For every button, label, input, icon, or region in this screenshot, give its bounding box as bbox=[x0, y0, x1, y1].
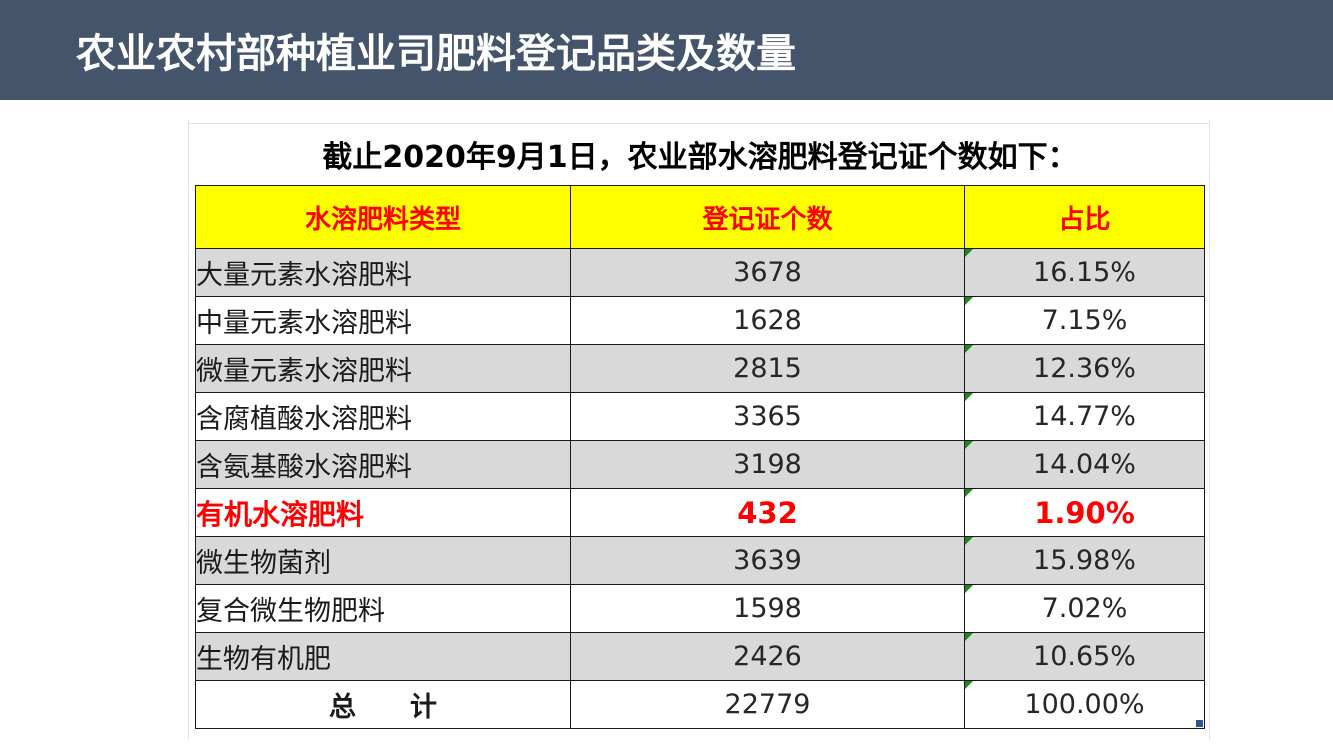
table-row: 复合微生物肥料 1598 7.02% bbox=[195, 584, 1205, 633]
table-caption: 截止2020年9月1日，农业部水溶肥料登记证个数如下： bbox=[322, 140, 1078, 175]
error-flag-icon bbox=[965, 489, 973, 497]
share-cell: 10.65% bbox=[964, 632, 1205, 681]
count-cell: 432 bbox=[570, 488, 965, 537]
gridline bbox=[188, 120, 189, 740]
share-cell: 7.02% bbox=[964, 584, 1205, 633]
error-flag-icon bbox=[965, 681, 973, 689]
title-bar: 农业农村部种植业司肥料登记品类及数量 bbox=[0, 0, 1333, 100]
gridline bbox=[188, 123, 1210, 124]
gridline bbox=[1209, 120, 1210, 740]
count-cell: 3678 bbox=[570, 248, 965, 297]
fertilizer-type-cell: 含氨基酸水溶肥料 bbox=[195, 440, 571, 489]
error-flag-icon bbox=[965, 441, 973, 449]
total-share-cell: 100.00% bbox=[964, 680, 1205, 729]
count-cell: 1598 bbox=[570, 584, 965, 633]
fertilizer-type-cell: 复合微生物肥料 bbox=[195, 584, 571, 633]
count-cell: 1628 bbox=[570, 296, 965, 345]
table-total-row: 总 计 22779 100.00% bbox=[195, 680, 1205, 729]
fertilizer-type-cell: 生物有机肥 bbox=[195, 632, 571, 681]
share-cell: 14.77% bbox=[964, 392, 1205, 441]
total-count-cell: 22779 bbox=[570, 680, 965, 729]
total-label-cell: 总 计 bbox=[195, 680, 571, 729]
error-flag-icon bbox=[965, 585, 973, 593]
fertilizer-type-cell: 大量元素水溶肥料 bbox=[195, 248, 571, 297]
table-row: 中量元素水溶肥料 1628 7.15% bbox=[195, 296, 1205, 345]
error-flag-icon bbox=[965, 537, 973, 545]
share-cell: 7.15% bbox=[964, 296, 1205, 345]
column-header-count: 登记证个数 bbox=[570, 185, 965, 249]
fertilizer-type-cell: 有机水溶肥料 bbox=[195, 488, 571, 537]
table-row: 微生物菌剂 3639 15.98% bbox=[195, 536, 1205, 585]
count-cell: 2426 bbox=[570, 632, 965, 681]
error-flag-icon bbox=[965, 249, 973, 257]
share-cell: 15.98% bbox=[964, 536, 1205, 585]
column-header-share: 占比 bbox=[964, 185, 1205, 249]
share-cell: 12.36% bbox=[964, 344, 1205, 393]
count-cell: 3639 bbox=[570, 536, 965, 585]
table-row-highlighted: 有机水溶肥料 432 1.90% bbox=[195, 488, 1205, 537]
fertilizer-type-cell: 含腐植酸水溶肥料 bbox=[195, 392, 571, 441]
column-header-type: 水溶肥料类型 bbox=[195, 185, 571, 249]
error-flag-icon bbox=[965, 345, 973, 353]
table-row: 含氨基酸水溶肥料 3198 14.04% bbox=[195, 440, 1205, 489]
count-cell: 3198 bbox=[570, 440, 965, 489]
table-row: 生物有机肥 2426 10.65% bbox=[195, 632, 1205, 681]
table-row: 大量元素水溶肥料 3678 16.15% bbox=[195, 248, 1205, 297]
error-flag-icon bbox=[965, 297, 973, 305]
slide-title: 农业农村部种植业司肥料登记品类及数量 bbox=[76, 31, 796, 77]
fertilizer-type-cell: 微生物菌剂 bbox=[195, 536, 571, 585]
error-flag-icon bbox=[965, 633, 973, 641]
table-header-row: 水溶肥料类型 登记证个数 占比 bbox=[195, 185, 1205, 249]
fertilizer-registration-table: 水溶肥料类型 登记证个数 占比 大量元素水溶肥料 3678 16.15% 中量元… bbox=[195, 185, 1205, 729]
count-cell: 2815 bbox=[570, 344, 965, 393]
table-row: 含腐植酸水溶肥料 3365 14.77% bbox=[195, 392, 1205, 441]
count-cell: 3365 bbox=[570, 392, 965, 441]
error-flag-icon bbox=[965, 393, 973, 401]
fertilizer-type-cell: 微量元素水溶肥料 bbox=[195, 344, 571, 393]
selection-resize-handle[interactable] bbox=[1196, 720, 1203, 727]
share-cell: 16.15% bbox=[964, 248, 1205, 297]
share-cell: 1.90% bbox=[964, 488, 1205, 537]
share-cell: 14.04% bbox=[964, 440, 1205, 489]
fertilizer-type-cell: 中量元素水溶肥料 bbox=[195, 296, 571, 345]
table-row: 微量元素水溶肥料 2815 12.36% bbox=[195, 344, 1205, 393]
